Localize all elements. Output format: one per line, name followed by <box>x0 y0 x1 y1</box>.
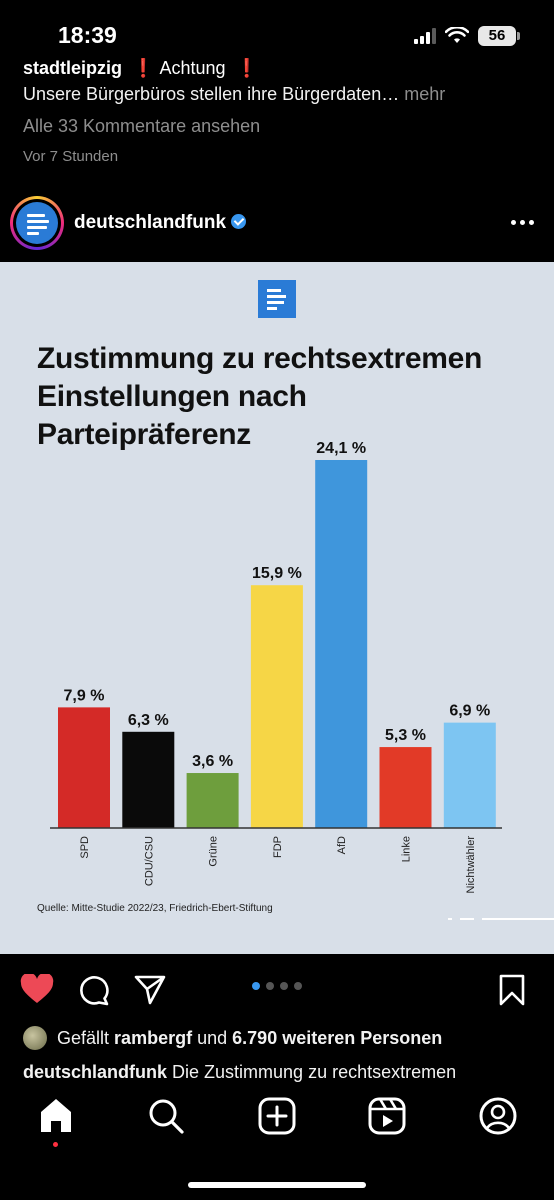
bar-value-label: 3,6 % <box>192 753 233 770</box>
liker-avatar <box>23 1026 47 1050</box>
status-bar: 18:39 56 <box>0 0 554 64</box>
carousel-dot <box>294 982 302 990</box>
carousel-dot <box>266 982 274 990</box>
chart-title: Zustimmung zu rechtsextremen Einstellung… <box>37 342 483 451</box>
cellular-signal-icon <box>414 28 436 44</box>
battery-icon: 56 <box>478 26 520 46</box>
wifi-icon <box>445 27 469 43</box>
category-tick-label: Linke <box>401 836 413 862</box>
bar-value-label: 6,3 % <box>128 712 169 729</box>
bar-value-label: 15,9 % <box>252 565 302 582</box>
post-image[interactable]: Zustimmung zu rechtsextremen Einstellung… <box>0 262 554 954</box>
more-link[interactable]: mehr <box>404 84 446 104</box>
bookmark-icon[interactable] <box>498 974 526 1006</box>
carousel-dot <box>280 982 288 990</box>
bottom-navigation <box>0 1082 554 1200</box>
post-timestamp: Vor 7 Stunden <box>23 148 119 165</box>
bar-value-label: 6,9 % <box>449 703 490 720</box>
status-time: 18:39 <box>58 22 117 48</box>
previous-post-caption-text: Unsere Bürgerbüros stellen ihre Bürgerda… <box>23 84 400 104</box>
chart-source: Quelle: Mitte-Studie 2022/23, Friedrich-… <box>37 903 273 914</box>
previous-post-caption-header: stadtleipzig ❗ Achtung ❗ <box>23 58 523 78</box>
bar-nichtw-hler <box>443 722 496 828</box>
comment-icon[interactable] <box>78 974 110 1006</box>
exclamation-icon: ❗ <box>127 58 155 78</box>
likes-count[interactable]: 6.790 weiteren Personen <box>232 1027 443 1048</box>
liker-username[interactable]: rambergf <box>114 1027 193 1048</box>
deutschlandfunk-logo-icon <box>16 202 58 244</box>
exclamation-icon: ❗ <box>230 58 258 78</box>
bar-afd <box>315 460 368 828</box>
post-username[interactable]: deutschlandfunk <box>74 212 247 234</box>
category-tick-label: SPD <box>79 836 91 859</box>
previous-post-caption: Unsere Bürgerbüros stellen ihre Bürgerda… <box>23 84 445 105</box>
carousel-dots <box>252 982 302 990</box>
status-icons: 56 <box>414 26 520 46</box>
previous-post-username[interactable]: stadtleipzig <box>23 58 123 78</box>
likes-summary[interactable]: Gefällt rambergf und 6.790 weiteren Pers… <box>23 1026 442 1050</box>
deutschlandfunk-logo-icon <box>258 280 296 318</box>
bar-value-label: 24,1 % <box>316 440 366 457</box>
post-username-text[interactable]: deutschlandfunk <box>74 212 227 233</box>
verified-badge-icon <box>231 214 247 229</box>
more-options-icon[interactable] <box>511 220 534 225</box>
post-caption: deutschlandfunk Die Zustimmung zu rechts… <box>23 1062 543 1084</box>
home-icon[interactable] <box>36 1096 76 1136</box>
likes-middle: und <box>197 1027 228 1048</box>
likes-prefix: Gefällt <box>57 1027 110 1048</box>
bar-spd <box>58 707 110 828</box>
view-comments-link[interactable]: Alle 33 Kommentare ansehen <box>23 116 261 136</box>
carousel-dot <box>252 982 260 990</box>
category-tick-label: FDP <box>272 836 284 858</box>
previous-post-alert: Achtung <box>159 58 226 78</box>
caption-username[interactable]: deutschlandfunk <box>23 1062 168 1082</box>
bar-grüne <box>186 773 239 828</box>
bar-value-label: 5,3 % <box>385 727 426 744</box>
profile-icon[interactable] <box>478 1096 518 1136</box>
home-indicator <box>188 1182 366 1188</box>
bar-linke <box>379 747 432 828</box>
swipe-indicator <box>448 918 554 920</box>
share-icon[interactable] <box>134 974 166 1006</box>
create-icon[interactable] <box>257 1096 297 1136</box>
bar-value-label: 7,9 % <box>64 687 105 704</box>
reels-icon[interactable] <box>367 1096 407 1136</box>
bar-fdp <box>250 585 303 828</box>
notification-dot <box>53 1142 58 1147</box>
heart-icon[interactable] <box>20 974 54 1004</box>
category-tick-label: Grüne <box>208 836 220 867</box>
caption-text: Die Zustimmung zu rechtsextremen <box>172 1062 457 1082</box>
bar-cdu-csu <box>122 731 175 828</box>
search-icon[interactable] <box>146 1096 186 1136</box>
category-tick-label: Nichtwähler <box>465 836 477 894</box>
bar-chart: 7,9 % SPD 6,3 % CDU/CSU 3,6 % Grüne 15,9 % FDP 2… <box>50 440 502 894</box>
avatar[interactable] <box>10 196 64 250</box>
post-actions <box>0 966 554 1016</box>
post-header: deutschlandfunk <box>0 196 554 256</box>
category-tick-label: AfD <box>336 836 348 854</box>
category-tick-label: CDU/CSU <box>143 836 155 886</box>
